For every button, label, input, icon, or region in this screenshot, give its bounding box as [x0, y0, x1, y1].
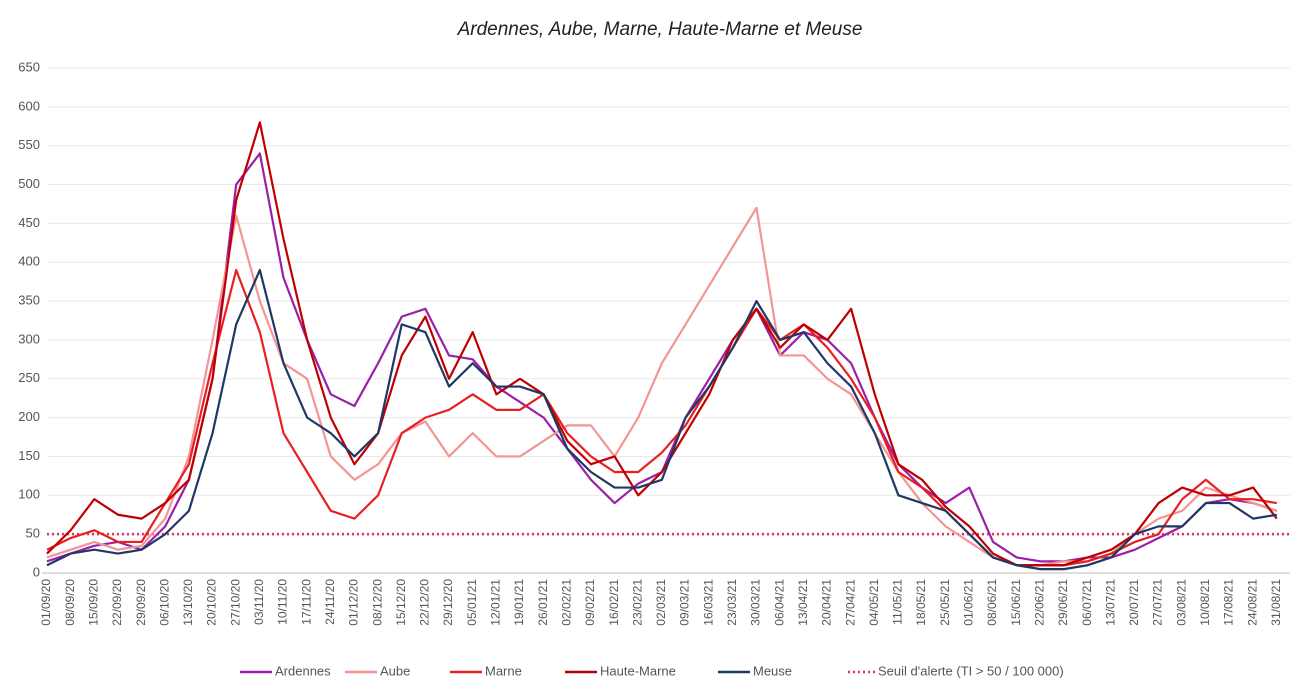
y-tick-label: 0 — [33, 564, 40, 579]
x-tick-label: 16/03/21 — [701, 579, 715, 626]
x-tick-label: 08/12/20 — [370, 579, 384, 626]
x-tick-label: 22/06/21 — [1032, 579, 1046, 626]
y-tick-label: 400 — [18, 254, 40, 269]
legend-label: Meuse — [753, 663, 792, 678]
x-tick-label: 23/03/21 — [725, 579, 739, 626]
x-tick-label: 20/07/21 — [1127, 579, 1141, 626]
x-tick-label: 09/02/21 — [583, 579, 597, 626]
x-tick-label: 08/06/21 — [985, 579, 999, 626]
y-tick-label: 500 — [18, 176, 40, 191]
y-tick-label: 200 — [18, 409, 40, 424]
y-tick-label: 300 — [18, 331, 40, 346]
x-tick-label: 03/11/20 — [252, 579, 266, 625]
series-line — [46, 121, 1278, 567]
x-tick-label: 09/03/21 — [678, 579, 692, 626]
y-tick-label: 250 — [18, 370, 40, 385]
x-tick-label: 10/11/20 — [276, 579, 290, 625]
x-tick-label: 23/02/21 — [630, 579, 644, 626]
x-tick-label: 08/09/20 — [63, 579, 77, 626]
y-tick-label: 450 — [18, 215, 40, 230]
y-tick-label: 550 — [18, 137, 40, 152]
x-tick-label: 12/01/21 — [489, 579, 503, 626]
x-tick-label: 20/04/21 — [820, 579, 834, 626]
x-tick-label: 13/04/21 — [796, 579, 810, 626]
series-line — [46, 268, 1277, 567]
x-tick-label: 26/01/21 — [536, 579, 550, 626]
x-tick-label: 05/01/21 — [465, 579, 479, 626]
x-tick-label: 29/09/20 — [134, 579, 148, 626]
x-tick-label: 30/03/21 — [749, 579, 763, 626]
x-tick-label: 22/09/20 — [110, 579, 124, 626]
x-tick-label: 17/08/21 — [1222, 579, 1236, 626]
y-tick-label: 50 — [26, 526, 40, 541]
x-tick-label: 04/05/21 — [867, 579, 881, 626]
x-tick-label: 02/02/21 — [559, 579, 573, 626]
legend-label: Seuil d'alerte (TI > 50 / 100 000) — [878, 663, 1064, 678]
y-tick-label: 650 — [18, 59, 40, 74]
x-tick-label: 20/10/20 — [205, 579, 219, 626]
x-tick-label: 19/01/21 — [512, 579, 526, 626]
x-tick-label: 18/05/21 — [914, 579, 928, 626]
x-tick-label: 15/12/20 — [394, 579, 408, 626]
x-tick-label: 01/06/21 — [962, 579, 976, 626]
x-tick-label: 27/07/21 — [1151, 579, 1165, 626]
x-tick-label: 02/03/21 — [654, 579, 668, 626]
y-tick-label: 350 — [18, 293, 40, 308]
legend-label: Aube — [380, 663, 410, 678]
x-tick-label: 10/08/21 — [1198, 579, 1212, 626]
x-tick-label: 29/06/21 — [1056, 579, 1070, 626]
chart-title: Ardennes, Aube, Marne, Haute-Marne et Me… — [457, 19, 863, 40]
x-tick-label: 29/12/20 — [441, 579, 455, 626]
x-tick-label: 25/05/21 — [938, 579, 952, 626]
x-tick-label: 27/04/21 — [843, 579, 857, 626]
legend-label: Marne — [485, 663, 522, 678]
y-tick-label: 600 — [18, 98, 40, 113]
x-tick-label: 13/07/21 — [1103, 579, 1117, 626]
legend-label: Ardennes — [275, 663, 331, 678]
x-tick-label: 13/10/20 — [181, 579, 195, 626]
x-tick-label: 03/08/21 — [1174, 579, 1188, 626]
series-line — [46, 152, 1278, 563]
x-tick-label: 15/06/21 — [1009, 579, 1023, 626]
series-line — [46, 268, 1277, 571]
x-tick-label: 15/09/20 — [86, 579, 100, 626]
legend-label: Haute-Marne — [600, 663, 676, 678]
x-tick-label: 06/04/21 — [772, 579, 786, 626]
y-tick-label: 150 — [18, 448, 40, 463]
x-tick-label: 16/02/21 — [607, 579, 621, 626]
x-tick-label: 24/08/21 — [1245, 579, 1259, 626]
x-tick-label: 31/08/21 — [1269, 579, 1283, 626]
x-tick-label: 06/07/21 — [1080, 579, 1094, 626]
x-tick-label: 24/11/20 — [323, 579, 337, 625]
x-tick-label: 01/09/20 — [39, 579, 53, 626]
x-tick-label: 17/11/20 — [299, 579, 313, 625]
x-tick-label: 01/12/20 — [347, 579, 361, 626]
x-tick-label: 22/12/20 — [418, 579, 432, 626]
series-line — [46, 206, 1278, 567]
x-tick-label: 06/10/20 — [157, 579, 171, 626]
x-tick-label: 27/10/20 — [228, 579, 242, 626]
y-tick-label: 100 — [18, 487, 40, 502]
x-tick-label: 11/05/21 — [891, 579, 905, 625]
